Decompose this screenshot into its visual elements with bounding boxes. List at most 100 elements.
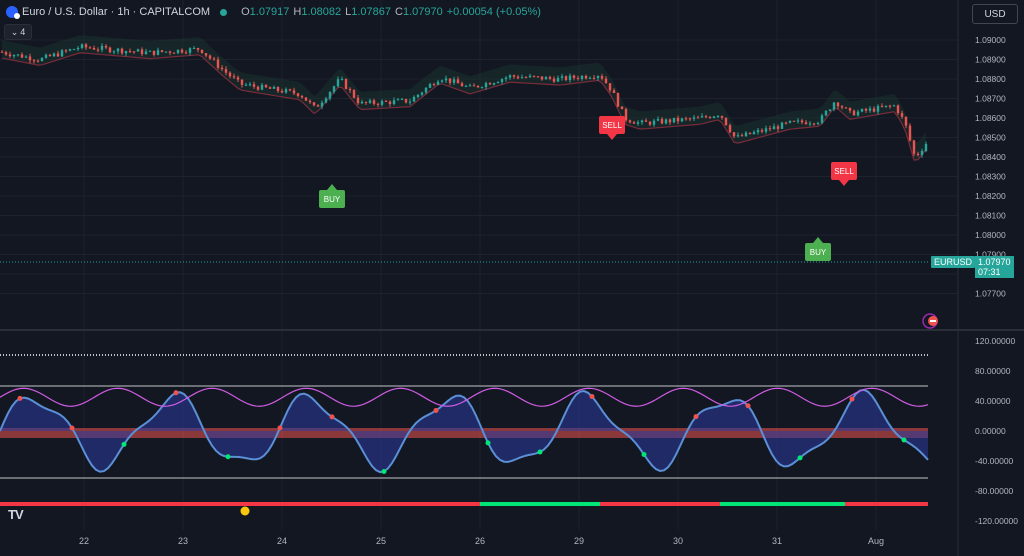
candle (148, 50, 152, 52)
signal-markers[interactable]: BUY SELL SELL BUY (319, 116, 857, 261)
tradingview-logo-icon[interactable]: TV (8, 507, 24, 522)
candle (260, 82, 264, 91)
candle (804, 120, 808, 125)
candle (128, 48, 132, 54)
candle (676, 115, 680, 125)
candle (556, 75, 560, 82)
candlestick-series[interactable] (0, 43, 928, 158)
candle (264, 84, 268, 88)
time-tick-label: 24 (277, 536, 287, 546)
price-axis[interactable]: 1.09000 1.08900 1.08800 1.08700 1.08600 1.085… (957, 0, 1006, 556)
candle (652, 118, 656, 127)
candle (900, 110, 904, 119)
time-tick-label: 30 (673, 536, 683, 546)
osc-dot (69, 425, 75, 431)
osc-tick-label: 80.00000 (975, 366, 1011, 376)
osc-tick-label: -40.00000 (975, 456, 1014, 466)
price-tick-label: 1.09000 (975, 35, 1006, 45)
price-tick-label: 1.07700 (975, 289, 1006, 299)
candle (220, 65, 224, 72)
sell-signal-marker[interactable]: SELL (599, 116, 625, 140)
osc-tick-label: 40.00000 (975, 396, 1011, 406)
buy-signal-marker[interactable]: BUY (319, 184, 345, 208)
sell-signal-marker[interactable]: SELL (831, 162, 857, 186)
oscillator-axis[interactable]: 120.00000 80.00000 40.00000 0.00000 -40.0000… (975, 336, 1018, 526)
candle (648, 120, 652, 127)
candle (636, 120, 640, 126)
candle (208, 54, 212, 61)
candle (632, 120, 636, 124)
close-key: C (395, 6, 403, 18)
candle (848, 107, 852, 114)
candle (168, 50, 172, 56)
candle (372, 98, 376, 106)
trend-bar (0, 502, 928, 506)
osc-dot (537, 449, 543, 455)
osc-dot (745, 403, 751, 409)
candle (716, 115, 720, 118)
candle (348, 87, 352, 93)
time-tick-label: 23 (178, 536, 188, 546)
candle (696, 115, 700, 119)
candle (448, 78, 452, 86)
event-dot-icon[interactable] (240, 506, 250, 516)
candle (44, 53, 48, 59)
candle (400, 97, 404, 101)
candle (404, 98, 408, 104)
candle (120, 47, 124, 56)
time-tick-label: 22 (79, 536, 89, 546)
candle (504, 76, 508, 82)
candle (748, 132, 752, 135)
candle (300, 94, 304, 99)
candle (608, 83, 612, 93)
candle (656, 116, 660, 122)
candle (256, 85, 260, 92)
osc-dot (485, 440, 491, 446)
candle (340, 76, 344, 81)
close-value: 1.07970 (402, 6, 443, 18)
candle (876, 104, 880, 115)
time-axis[interactable]: 22 23 24 25 26 29 30 31 Aug (79, 536, 884, 546)
candle (336, 76, 340, 88)
flag-icon[interactable] (922, 313, 938, 329)
candle (800, 118, 804, 125)
candle (192, 46, 196, 50)
signal-label: SELL (834, 167, 854, 176)
candle (456, 76, 460, 84)
oscillator-pane[interactable] (0, 354, 929, 516)
candle (540, 76, 544, 81)
candle (852, 109, 856, 116)
candle (420, 91, 424, 97)
candle (444, 75, 448, 83)
candle (104, 44, 108, 50)
candle (380, 99, 384, 107)
osc-dot (433, 407, 439, 413)
candle (352, 89, 356, 99)
candle (304, 97, 308, 101)
candle (512, 74, 516, 79)
candle (180, 48, 184, 54)
osc-dot (693, 414, 699, 420)
candle (484, 81, 488, 90)
symbol-title[interactable]: Euro / U.S. Dollar · 1h · CAPITALCOM (22, 6, 211, 18)
candle (824, 109, 828, 117)
market-status-icon[interactable] (220, 8, 228, 16)
candle (616, 92, 620, 108)
candle (868, 106, 872, 113)
candle (356, 94, 360, 106)
candle (460, 81, 464, 87)
indicators-toggle[interactable]: ⌄ 4 (4, 24, 32, 40)
time-tick-label: 29 (574, 536, 584, 546)
candle (860, 108, 864, 113)
candle (156, 47, 160, 56)
candle (172, 52, 176, 54)
osc-tick-label: 0.00000 (975, 426, 1006, 436)
currency-selector[interactable]: USD (972, 4, 1018, 24)
candle (92, 45, 96, 50)
osc-dot (329, 414, 335, 420)
buy-signal-marker[interactable]: BUY (805, 237, 831, 261)
candle (8, 51, 12, 58)
candle (912, 139, 916, 157)
chart-header: Euro / U.S. Dollar · 1h · CAPITALCOM O 1… (0, 0, 541, 24)
